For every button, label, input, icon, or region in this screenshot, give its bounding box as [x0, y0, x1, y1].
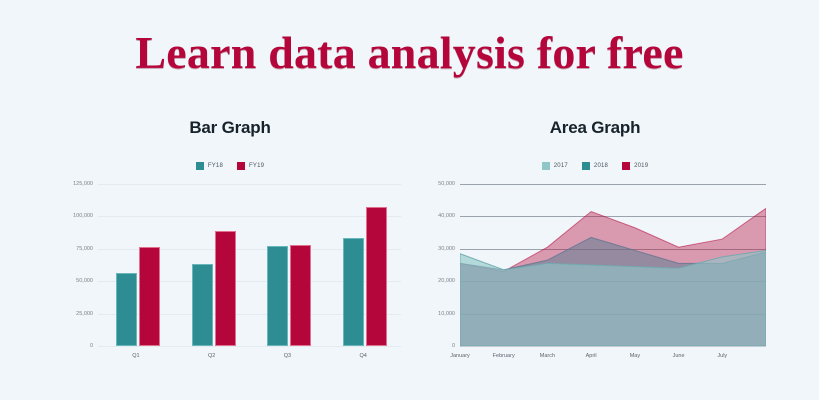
bar-q1-fy18[interactable]: [115, 272, 137, 346]
x-tick-label: June: [672, 353, 685, 359]
y-tick-label: 0: [451, 343, 455, 349]
page-title: Learn data analysis for free: [135, 27, 684, 78]
gridline: [98, 346, 401, 347]
bar-q2-fy18[interactable]: [191, 263, 213, 346]
gridline: [460, 216, 766, 218]
legend-label: FY19: [249, 163, 265, 169]
x-tick-label: Q3: [283, 353, 292, 359]
gridline: [460, 184, 766, 185]
legend-item-fy18[interactable]: FY18: [195, 162, 223, 170]
x-tick-label: July: [717, 353, 728, 359]
area-graph-panel: Area Graph 2017 2018 2019 0 10,000 20,000 3…: [420, 118, 770, 393]
area-baseline: [460, 346, 766, 347]
x-tick-label: May: [629, 353, 641, 359]
bar-group: [191, 230, 236, 346]
bar-graph-plot: 0 25,000 50,000 75,000 100,000 125,000 Q1 Q2 Q3…: [55, 181, 405, 374]
y-tick-label: 0: [89, 343, 93, 349]
x-tick-label: February: [492, 353, 515, 359]
x-tick-label: January: [450, 353, 470, 359]
gridline: [98, 281, 401, 283]
area-series-svg: [460, 207, 766, 346]
legend-label: 2017: [553, 163, 568, 169]
legend-label: FY18: [207, 163, 223, 169]
bar-q3-fy19[interactable]: [290, 244, 312, 346]
bar-q4-fy18[interactable]: [343, 237, 365, 346]
bar-q3-fy18[interactable]: [267, 245, 289, 346]
y-tick-label: 100,000: [73, 213, 93, 220]
y-tick-label: 40,000: [438, 213, 455, 220]
gridline: [98, 313, 401, 315]
area-graph-plot: 0 10,000 20,000 30,000 40,000 50,000 January F…: [420, 181, 770, 374]
y-tick-label: 30,000: [438, 245, 455, 252]
bar-group: [267, 244, 312, 346]
bar-plot-area: [98, 184, 401, 346]
x-tick-label: Q1: [132, 353, 140, 359]
legend-swatch-icon: [195, 162, 204, 170]
bar-q1-fy19[interactable]: [138, 246, 160, 346]
y-tick-label: 50,000: [438, 181, 455, 187]
bar-q4-fy19[interactable]: [366, 206, 388, 346]
y-tick-label: 25,000: [76, 310, 93, 317]
y-tick-label: 125,000: [73, 181, 93, 187]
bar-group: [115, 246, 160, 346]
x-tick-label: Q4: [359, 353, 367, 359]
bar-graph-title: Bar Graph: [189, 118, 271, 137]
x-tick-label: Q2: [207, 353, 216, 359]
gridline: [98, 216, 401, 218]
area-series-2017[interactable]: [460, 249, 766, 346]
area-graph-title: Area Graph: [549, 118, 641, 137]
legend-item-2017[interactable]: 2017: [541, 162, 568, 170]
bar-group: [343, 206, 388, 346]
gridline: [98, 248, 401, 250]
bar-graph-panel: Bar Graph FY18 FY19 0 25,000 50,000 75,000 1…: [55, 118, 405, 393]
x-tick-label: April: [585, 353, 597, 359]
y-tick-label: 50,000: [76, 278, 93, 285]
bar-graph-legend: FY18 FY19: [55, 160, 405, 172]
legend-swatch-icon: [581, 162, 590, 170]
charts-container: Bar Graph FY18 FY19 0 25,000 50,000 75,000 1…: [0, 118, 819, 393]
legend-item-fy19[interactable]: FY19: [237, 162, 264, 170]
legend-label: 2018: [593, 163, 609, 169]
legend-swatch-icon: [541, 162, 550, 170]
legend-swatch-icon: [237, 162, 245, 170]
y-tick-label: 75,000: [76, 245, 93, 252]
legend-swatch-icon: [622, 162, 631, 170]
area-graph-legend: 2017 2018 2019: [420, 160, 770, 172]
legend-item-2018[interactable]: 2018: [581, 162, 609, 170]
gridline: [98, 184, 401, 185]
y-tick-label: 20,000: [438, 278, 455, 285]
bar-q2-fy19[interactable]: [214, 230, 236, 346]
x-tick-label: March: [539, 353, 556, 359]
legend-item-2019[interactable]: 2019: [622, 162, 648, 170]
legend-label: 2019: [634, 163, 649, 169]
y-tick-label: 10,000: [438, 310, 455, 317]
